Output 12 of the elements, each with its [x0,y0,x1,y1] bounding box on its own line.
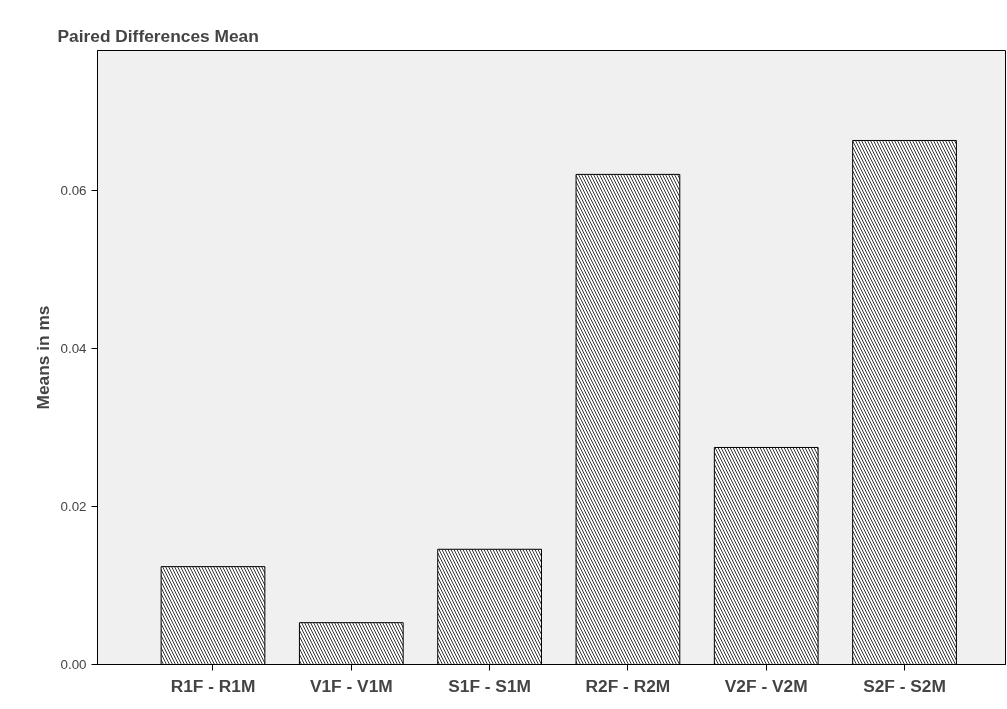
y-axis-title: Means in ms [32,305,53,410]
x-tick-label: V2F - V2M [724,675,808,696]
y-tick-label: 0.06 [60,183,87,199]
x-tick-label: S1F - S1M [448,675,532,696]
x-tick-label: R2F - R2M [585,675,671,696]
x-tick-label: V1F - V1M [309,675,393,696]
chart-title: Paired Differences Mean [57,25,259,46]
x-tick-label: R1F - R1M [170,675,256,696]
y-tick-label: 0.04 [60,341,88,357]
x-tick-label: S2F - S2M [863,675,946,696]
y-tick-label: 0.00 [60,657,87,672]
y-tick-label: 0.02 [60,499,87,515]
